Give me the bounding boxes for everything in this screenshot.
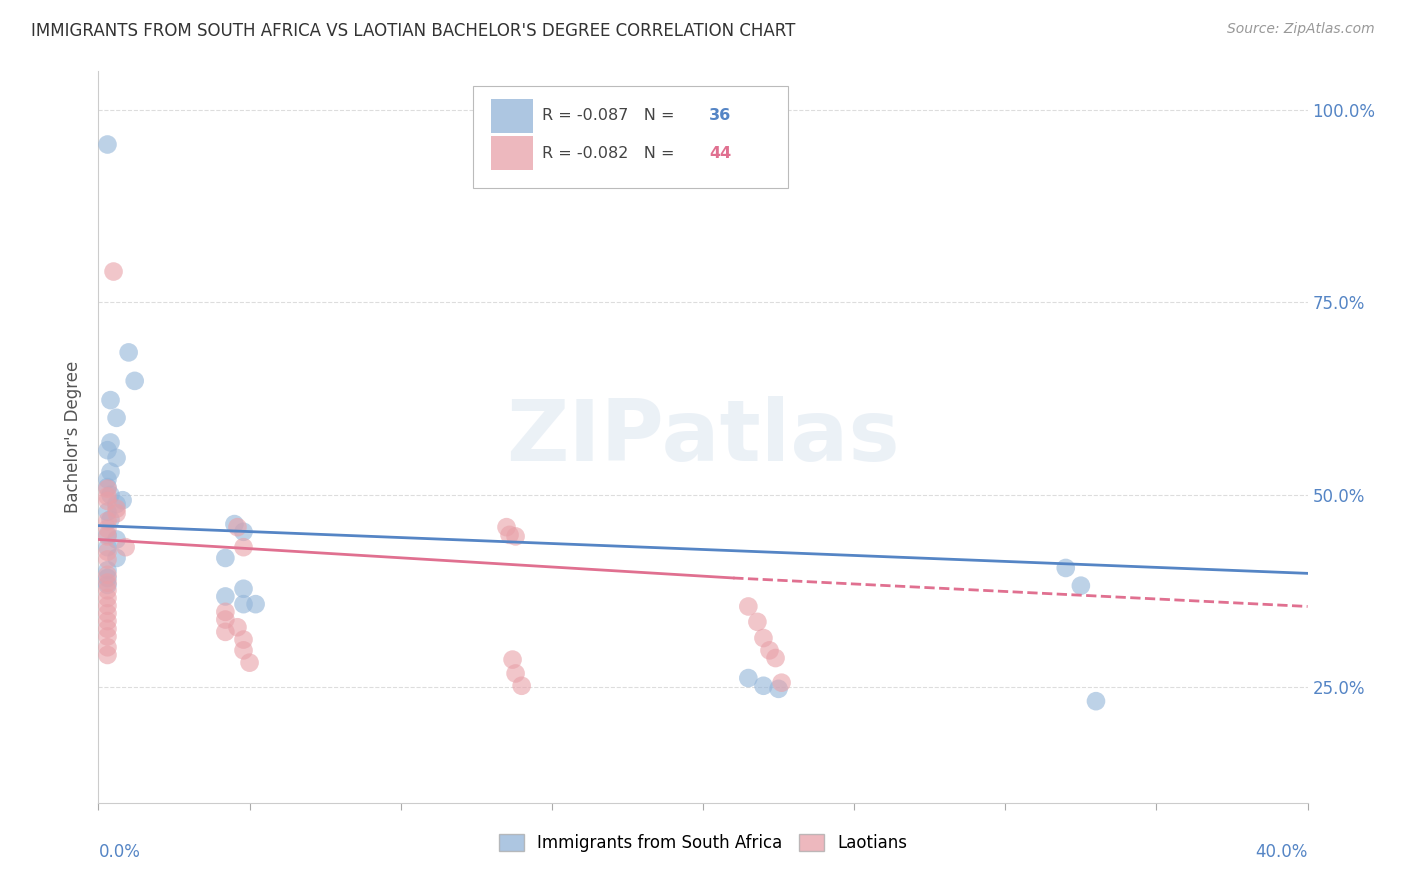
Point bbox=[100, 435, 122, 450]
Point bbox=[96, 540, 118, 554]
Point bbox=[214, 605, 236, 619]
Point bbox=[96, 522, 118, 536]
Point bbox=[118, 345, 141, 359]
Text: 40.0%: 40.0% bbox=[1256, 843, 1308, 861]
Point bbox=[502, 652, 524, 666]
Point bbox=[232, 643, 254, 657]
Point bbox=[214, 624, 236, 639]
Text: IMMIGRANTS FROM SOUTH AFRICA VS LAOTIAN BACHELOR'S DEGREE CORRELATION CHART: IMMIGRANTS FROM SOUTH AFRICA VS LAOTIAN … bbox=[31, 22, 796, 40]
Point bbox=[96, 494, 118, 508]
Point bbox=[96, 599, 118, 613]
Point bbox=[510, 679, 533, 693]
Point bbox=[105, 506, 128, 520]
Point bbox=[96, 578, 118, 592]
Point bbox=[96, 137, 118, 152]
Point bbox=[96, 489, 118, 503]
Point bbox=[226, 620, 249, 634]
Point bbox=[105, 551, 128, 566]
Point bbox=[239, 656, 262, 670]
Point bbox=[737, 599, 759, 614]
Point bbox=[226, 520, 249, 534]
Text: R = -0.087   N =: R = -0.087 N = bbox=[543, 109, 681, 123]
Point bbox=[105, 497, 128, 511]
Legend: Immigrants from South Africa, Laotians: Immigrants from South Africa, Laotians bbox=[491, 825, 915, 860]
Y-axis label: Bachelor's Degree: Bachelor's Degree bbox=[65, 361, 83, 513]
Point bbox=[232, 540, 254, 554]
Point bbox=[96, 640, 118, 655]
Text: 36: 36 bbox=[709, 109, 731, 123]
Point bbox=[245, 597, 267, 611]
Point bbox=[105, 533, 128, 547]
Point bbox=[765, 651, 787, 665]
Point bbox=[1070, 579, 1092, 593]
Point bbox=[103, 264, 125, 278]
Text: 44: 44 bbox=[709, 145, 731, 161]
Point bbox=[96, 571, 118, 585]
Point bbox=[105, 410, 128, 425]
Point bbox=[96, 630, 118, 644]
Point bbox=[96, 591, 118, 605]
Text: ZIPatlas: ZIPatlas bbox=[506, 395, 900, 479]
Point bbox=[752, 679, 775, 693]
Point bbox=[96, 575, 118, 590]
Point bbox=[96, 545, 118, 559]
Point bbox=[232, 524, 254, 539]
Point bbox=[96, 443, 118, 458]
Point bbox=[495, 520, 517, 534]
Point bbox=[752, 631, 775, 645]
Point bbox=[105, 501, 128, 516]
Point bbox=[100, 512, 122, 526]
Point bbox=[96, 472, 118, 486]
Point bbox=[232, 582, 254, 596]
Point bbox=[96, 563, 118, 577]
FancyBboxPatch shape bbox=[492, 99, 533, 133]
Point bbox=[498, 528, 520, 542]
Point bbox=[214, 613, 236, 627]
Point bbox=[96, 648, 118, 662]
Point bbox=[747, 615, 769, 629]
Point bbox=[1085, 694, 1108, 708]
Point bbox=[505, 529, 527, 543]
Point bbox=[100, 393, 122, 408]
Point bbox=[232, 597, 254, 611]
Point bbox=[96, 568, 118, 582]
Point bbox=[96, 482, 118, 496]
Point bbox=[96, 607, 118, 621]
Point bbox=[96, 528, 118, 542]
Text: Source: ZipAtlas.com: Source: ZipAtlas.com bbox=[1227, 22, 1375, 37]
FancyBboxPatch shape bbox=[492, 136, 533, 170]
Point bbox=[1054, 561, 1077, 575]
Point bbox=[100, 488, 122, 502]
Point bbox=[214, 590, 236, 604]
Point bbox=[96, 583, 118, 598]
Point bbox=[96, 529, 118, 543]
Text: 0.0%: 0.0% bbox=[98, 843, 141, 861]
Point bbox=[111, 493, 134, 508]
Point bbox=[96, 514, 118, 528]
Point bbox=[232, 632, 254, 647]
Point bbox=[768, 681, 790, 696]
Text: R = -0.082   N =: R = -0.082 N = bbox=[543, 145, 681, 161]
Point bbox=[214, 551, 236, 566]
Point bbox=[96, 622, 118, 636]
Point bbox=[100, 465, 122, 479]
Point bbox=[124, 374, 146, 388]
Point bbox=[96, 614, 118, 628]
Point bbox=[96, 552, 118, 566]
Point bbox=[224, 517, 246, 532]
Point bbox=[105, 450, 128, 465]
Point bbox=[96, 505, 118, 519]
Point bbox=[505, 666, 527, 681]
Point bbox=[96, 480, 118, 494]
FancyBboxPatch shape bbox=[474, 86, 787, 188]
Point bbox=[737, 671, 759, 685]
Point bbox=[114, 540, 136, 554]
Point bbox=[770, 675, 793, 690]
Point bbox=[758, 643, 780, 657]
